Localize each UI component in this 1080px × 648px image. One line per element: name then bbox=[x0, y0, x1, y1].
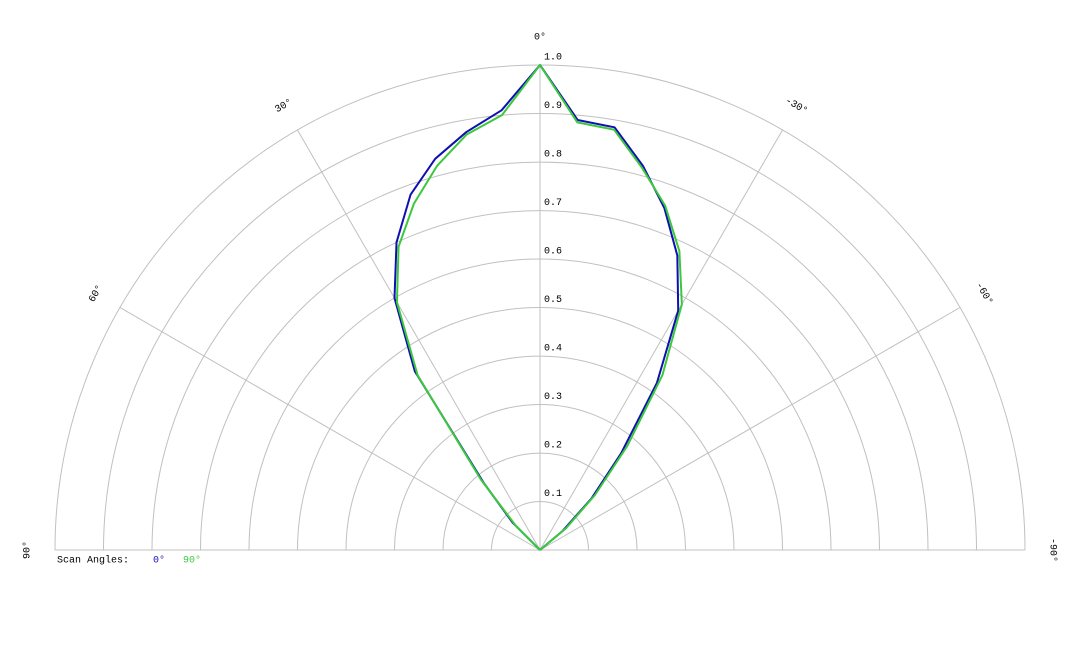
angle-label: 30° bbox=[273, 97, 295, 116]
series-line bbox=[395, 64, 683, 551]
r-tick-label: 0.5 bbox=[544, 295, 562, 306]
angle-label: -30° bbox=[783, 95, 810, 117]
legend-entry: 90° bbox=[183, 555, 201, 567]
r-tick-label: 0.2 bbox=[544, 441, 562, 452]
r-tick-label: 0.8 bbox=[544, 150, 562, 161]
r-tick-label: 0.7 bbox=[544, 198, 562, 209]
grid-spoke bbox=[297, 129, 541, 551]
legend-title: Scan Angles: bbox=[57, 555, 129, 567]
r-tick-label: 1.0 bbox=[544, 53, 562, 64]
legend-entry: 0° bbox=[153, 555, 165, 567]
r-tick-label: 0.3 bbox=[544, 392, 562, 403]
grid-spoke bbox=[119, 307, 541, 551]
angle-label: 0° bbox=[534, 32, 546, 44]
angle-label: -60° bbox=[973, 280, 995, 307]
grid-spoke bbox=[539, 307, 961, 551]
r-tick-label: 0.6 bbox=[544, 247, 562, 258]
angle-label: 60° bbox=[87, 283, 106, 305]
angle-label: 90° bbox=[22, 541, 34, 559]
angle-label: -90° bbox=[1046, 538, 1058, 562]
r-tick-label: 0.9 bbox=[544, 101, 562, 112]
r-tick-label: 0.4 bbox=[544, 344, 562, 355]
grid-spoke bbox=[539, 129, 783, 551]
r-tick-label: 0.1 bbox=[544, 489, 562, 500]
